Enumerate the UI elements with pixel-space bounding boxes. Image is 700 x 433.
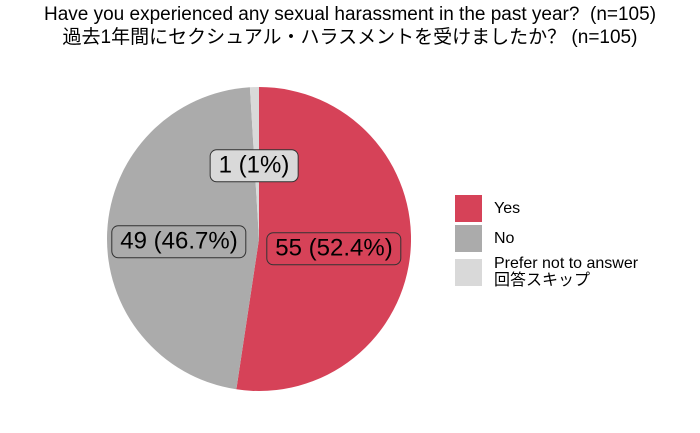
legend: Yes No Prefer not to answer 回答スキップ <box>455 195 638 292</box>
legend-swatch-prefer-not-to-answer <box>455 258 482 286</box>
pie-label-prefer-not-to-answer: 1 (1%) <box>209 149 299 183</box>
legend-label-prefer-not-to-answer: Prefer not to answer 回答スキップ <box>494 255 638 289</box>
chart-title-block: Have you experienced any sexual harassme… <box>0 3 700 49</box>
legend-item-no: No <box>455 225 638 252</box>
legend-label-yes: Yes <box>494 200 521 217</box>
legend-item-yes: Yes <box>455 195 638 222</box>
legend-item-prefer-not-to-answer: Prefer not to answer 回答スキップ <box>455 255 638 289</box>
legend-swatch-no <box>455 225 482 252</box>
pie-label-yes: 55 (52.4%) <box>266 232 402 266</box>
chart-title-en: Have you experienced any sexual harassme… <box>43 4 657 25</box>
legend-label-no: No <box>494 230 515 247</box>
legend-swatch-yes <box>455 195 482 222</box>
pie-label-no: 49 (46.7%) <box>111 225 247 259</box>
legend-label-prefer-not-to-answer-en: Prefer not to answer <box>494 255 639 272</box>
chart-title-ja: 過去1年間にセクシュアル・ハラスメントを受けましたか？ (n=105) <box>62 27 638 48</box>
legend-label-prefer-not-to-answer-ja: 回答スキップ <box>494 272 591 289</box>
